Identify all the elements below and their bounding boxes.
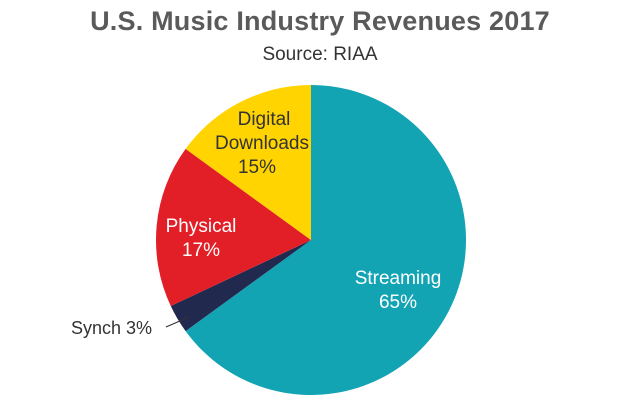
pie-slices — [155, 85, 466, 395]
synch-leader-line — [165, 316, 190, 328]
label-streaming-name: Streaming — [355, 268, 442, 289]
chart-subtitle: Source: RIAA — [262, 44, 378, 65]
label-digital-value: 15% — [238, 157, 276, 178]
pie-slice-physical — [155, 148, 311, 306]
label-streaming-value: 65% — [379, 292, 417, 313]
pie-slice-streaming — [185, 85, 466, 395]
label-physical-name: Physical — [166, 216, 237, 237]
pie-slice-synch — [170, 240, 311, 332]
label-digital-line1: Digital — [238, 109, 291, 130]
chart-title: U.S. Music Industry Revenues 2017 — [90, 6, 550, 36]
label-synch: Synch 3% — [71, 318, 152, 338]
label-physical-value: 17% — [182, 240, 220, 261]
label-digital-line2: Downloads — [215, 133, 309, 154]
pie-slice-digital — [185, 85, 311, 240]
